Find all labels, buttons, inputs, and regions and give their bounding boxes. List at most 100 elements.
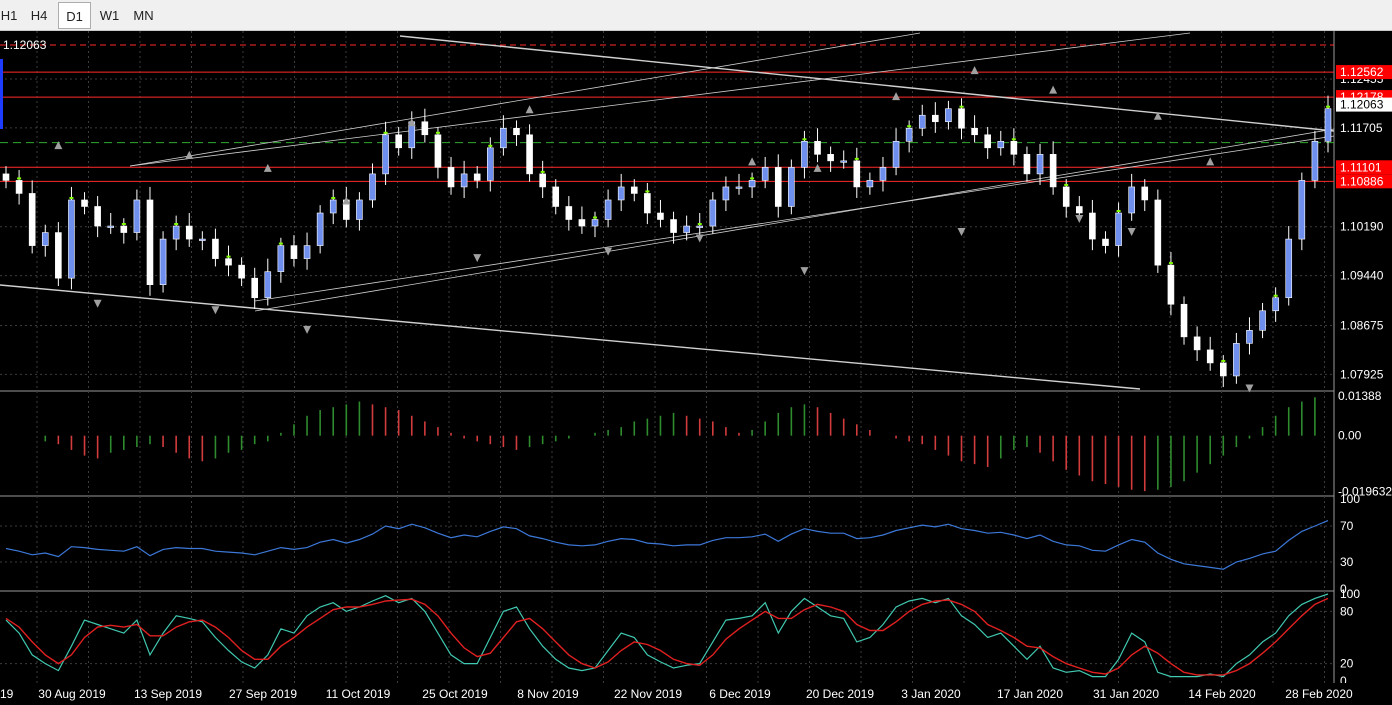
candle[interactable]: [905, 120, 913, 153]
candle[interactable]: [735, 173, 743, 195]
candle[interactable]: [1089, 199, 1096, 251]
candle[interactable]: [1115, 202, 1122, 257]
candle[interactable]: [958, 98, 965, 140]
timeframe-h4[interactable]: H4: [30, 8, 48, 23]
candle[interactable]: [159, 231, 167, 293]
candle[interactable]: [604, 189, 612, 228]
timeframe-h1[interactable]: H1: [0, 8, 18, 23]
candle[interactable]: [1259, 302, 1266, 339]
candle[interactable]: [1154, 189, 1162, 273]
candle[interactable]: [997, 130, 1005, 156]
candle[interactable]: [28, 180, 36, 254]
candle[interactable]: [892, 128, 900, 176]
candle[interactable]: [356, 192, 363, 231]
candle[interactable]: [41, 224, 49, 257]
candle[interactable]: [1311, 130, 1319, 189]
candle[interactable]: [290, 235, 298, 267]
candle[interactable]: [774, 154, 782, 218]
candle[interactable]: [146, 186, 154, 296]
timeframe-mn[interactable]: MN: [133, 8, 154, 23]
candle[interactable]: [212, 228, 219, 267]
candle[interactable]: [1036, 143, 1044, 185]
trendline[interactable]: [399, 35, 1335, 132]
candle[interactable]: [879, 156, 887, 192]
candle[interactable]: [932, 102, 939, 133]
candle[interactable]: [1167, 252, 1175, 316]
candle[interactable]: [696, 213, 704, 238]
stoch-signal-line[interactable]: [5, 597, 1329, 676]
trendline[interactable]: [254, 128, 1335, 312]
candle[interactable]: [683, 215, 690, 241]
candle[interactable]: [172, 215, 180, 251]
candle[interactable]: [526, 124, 533, 182]
trendline[interactable]: [129, 32, 1191, 167]
candle[interactable]: [1233, 332, 1240, 384]
candle[interactable]: [1062, 179, 1070, 218]
candle[interactable]: [984, 126, 991, 159]
candle[interactable]: [552, 179, 560, 215]
candle[interactable]: [591, 211, 599, 238]
candle[interactable]: [68, 186, 75, 290]
trendline[interactable]: [0, 284, 1141, 390]
candle[interactable]: [761, 156, 769, 189]
candle[interactable]: [447, 156, 455, 195]
candle[interactable]: [277, 237, 285, 283]
candle[interactable]: [251, 267, 258, 309]
awesome-oscillator-panel[interactable]: [44, 397, 1316, 492]
candle[interactable]: [120, 218, 128, 244]
candle[interactable]: [1219, 355, 1227, 388]
candle[interactable]: [827, 146, 834, 172]
candle[interactable]: [81, 192, 88, 215]
candle[interactable]: [264, 258, 272, 306]
stoch-main-line[interactable]: [5, 593, 1329, 678]
candle[interactable]: [657, 199, 664, 228]
candle[interactable]: [500, 115, 507, 156]
candle[interactable]: [1010, 128, 1018, 166]
candle[interactable]: [1141, 179, 1149, 212]
trendline[interactable]: [254, 135, 1335, 302]
candle[interactable]: [1246, 317, 1253, 355]
candle[interactable]: [630, 179, 638, 202]
candle[interactable]: [55, 222, 62, 287]
candle[interactable]: [2, 166, 10, 189]
candle[interactable]: [107, 213, 115, 234]
candle[interactable]: [133, 189, 141, 241]
candle[interactable]: [644, 183, 651, 225]
candle[interactable]: [617, 173, 625, 212]
candle[interactable]: [971, 115, 978, 143]
candle[interactable]: [1324, 95, 1332, 153]
candle[interactable]: [670, 211, 677, 244]
candle[interactable]: [945, 100, 952, 130]
candle[interactable]: [185, 213, 193, 247]
candle[interactable]: [369, 163, 376, 208]
timeframe-d1[interactable]: D1: [58, 2, 91, 29]
candle[interactable]: [709, 192, 717, 234]
candle[interactable]: [329, 189, 337, 225]
candle[interactable]: [225, 245, 232, 277]
candle[interactable]: [722, 176, 730, 212]
rsi-panel[interactable]: [0, 520, 1334, 570]
candle[interactable]: [434, 126, 442, 179]
candle[interactable]: [866, 172, 874, 195]
candle[interactable]: [1023, 146, 1031, 182]
chart-canvas[interactable]: 1.12063 1.124551.117051.101901.094401.08…: [0, 31, 1392, 705]
candle[interactable]: [303, 232, 311, 270]
price-panel[interactable]: 1.12063: [0, 32, 1335, 393]
candle[interactable]: [316, 205, 324, 254]
candle[interactable]: [853, 147, 861, 199]
candle[interactable]: [199, 231, 206, 251]
candle[interactable]: [460, 160, 468, 199]
candle[interactable]: [343, 186, 350, 228]
candle[interactable]: [513, 120, 520, 146]
stochastic-panel[interactable]: [0, 593, 1334, 678]
candle[interactable]: [395, 126, 402, 156]
candle[interactable]: [918, 104, 926, 137]
candle[interactable]: [539, 160, 546, 199]
candle[interactable]: [473, 166, 481, 189]
candle[interactable]: [1049, 141, 1057, 195]
candle[interactable]: [788, 159, 795, 215]
candle[interactable]: [578, 206, 586, 234]
candle[interactable]: [1285, 226, 1293, 306]
candle[interactable]: [1128, 173, 1135, 221]
candle[interactable]: [1206, 336, 1214, 371]
